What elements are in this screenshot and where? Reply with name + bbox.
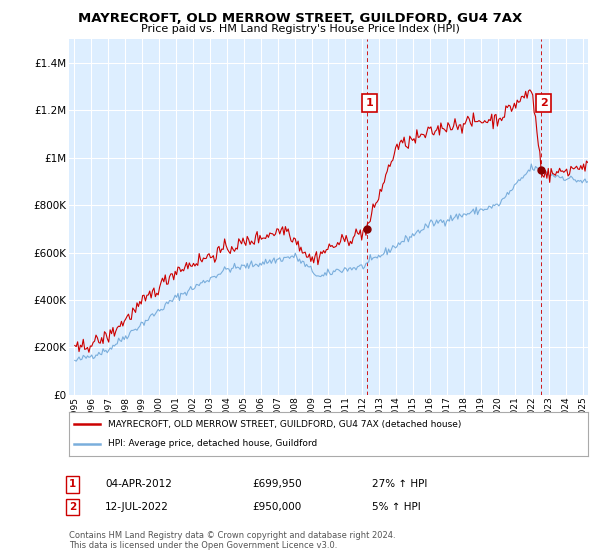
- Text: 04-APR-2012: 04-APR-2012: [105, 479, 172, 489]
- Text: 5% ↑ HPI: 5% ↑ HPI: [372, 502, 421, 512]
- Text: Contains HM Land Registry data © Crown copyright and database right 2024.
This d: Contains HM Land Registry data © Crown c…: [69, 531, 395, 550]
- Text: MAYRECROFT, OLD MERROW STREET, GUILDFORD, GU4 7AX: MAYRECROFT, OLD MERROW STREET, GUILDFORD…: [78, 12, 522, 25]
- Text: 27% ↑ HPI: 27% ↑ HPI: [372, 479, 427, 489]
- Text: Price paid vs. HM Land Registry's House Price Index (HPI): Price paid vs. HM Land Registry's House …: [140, 24, 460, 34]
- Text: £699,950: £699,950: [252, 479, 302, 489]
- Text: MAYRECROFT, OLD MERROW STREET, GUILDFORD, GU4 7AX (detached house): MAYRECROFT, OLD MERROW STREET, GUILDFORD…: [108, 419, 461, 428]
- Text: 2: 2: [69, 502, 76, 512]
- Text: 12-JUL-2022: 12-JUL-2022: [105, 502, 169, 512]
- Text: 1: 1: [365, 98, 373, 108]
- Text: 2: 2: [539, 98, 547, 108]
- Text: HPI: Average price, detached house, Guildford: HPI: Average price, detached house, Guil…: [108, 440, 317, 449]
- Text: 1: 1: [69, 479, 76, 489]
- Text: £950,000: £950,000: [252, 502, 301, 512]
